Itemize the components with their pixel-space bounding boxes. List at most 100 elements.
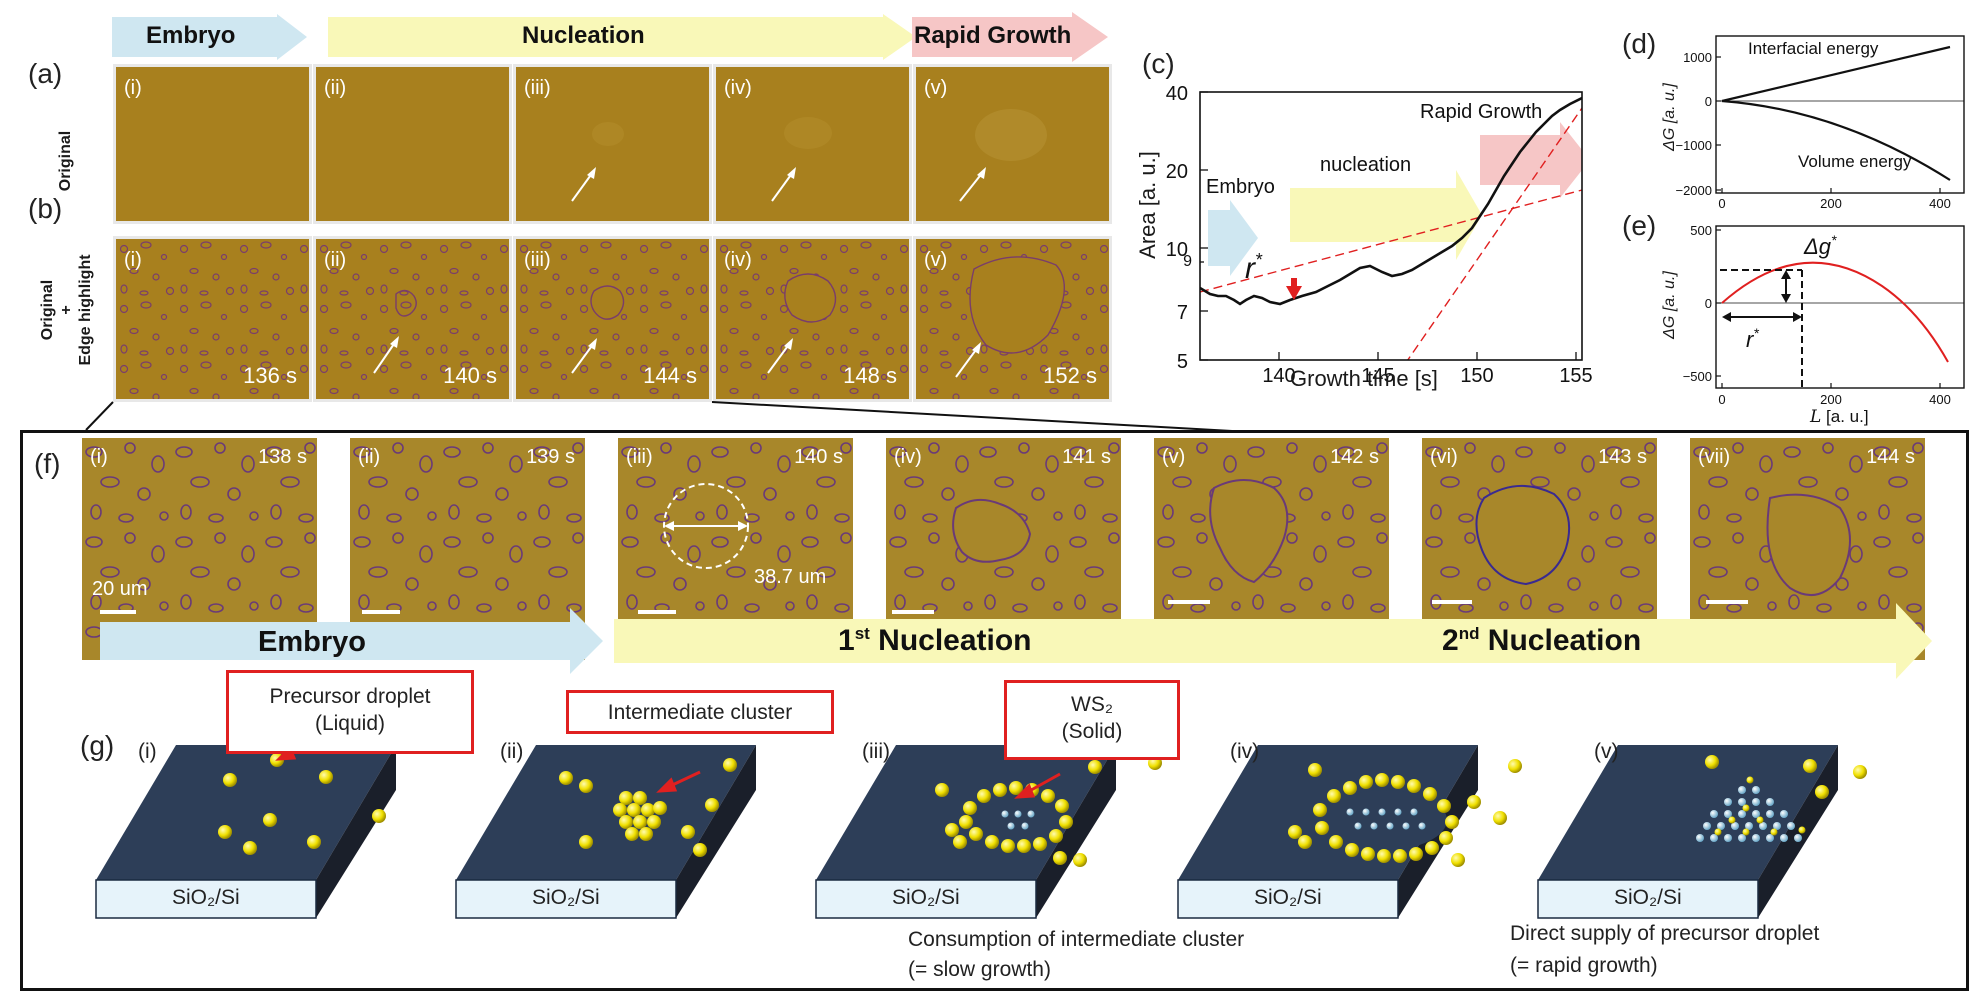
panel-f-frame bbox=[20, 430, 1969, 991]
image-b-iii: (iii) 144 s bbox=[513, 236, 712, 402]
sub-label: (iv) bbox=[724, 249, 752, 271]
sub-label: (i) bbox=[124, 77, 142, 99]
plot-frame bbox=[1199, 91, 1583, 361]
time-label: 142 s bbox=[1330, 446, 1379, 468]
panel-label-g: (g) bbox=[80, 730, 115, 761]
e-ytick-0: 0 bbox=[1705, 296, 1712, 311]
zoom-connector bbox=[85, 401, 1251, 433]
e-xlabel: L [a. u.] bbox=[1809, 407, 1869, 427]
image-a-ii: (ii) bbox=[313, 64, 512, 224]
scale-bar bbox=[362, 610, 400, 614]
scale-bar bbox=[892, 610, 934, 614]
sub-label: (v) bbox=[1162, 446, 1186, 468]
c-label-rapid: Rapid Growth bbox=[1420, 101, 1542, 123]
time-label: 136 s bbox=[243, 363, 297, 388]
callout-line1: Intermediate cluster bbox=[607, 701, 793, 724]
xtick-145: 145 bbox=[1361, 365, 1394, 387]
note-rapid-growth-line1: Direct supply of precursor droplet bbox=[1510, 922, 1820, 945]
g-sub-v: (v) bbox=[1594, 740, 1619, 763]
g-substrate-label-v: SiO₂/Si bbox=[1614, 886, 1682, 909]
sub-label: (v) bbox=[924, 77, 948, 99]
note-slow-growth-line2: (= slow growth) bbox=[908, 958, 1051, 981]
arrow-icon bbox=[571, 122, 624, 202]
d-ytick-1000: 1000 bbox=[1683, 50, 1712, 65]
arrow-icon bbox=[959, 109, 1047, 202]
time-label: 152 s bbox=[1043, 363, 1097, 388]
panel-label-e: (e) bbox=[1622, 210, 1657, 241]
f-label-embryo: Embryo bbox=[258, 626, 366, 658]
sub-label: (v) bbox=[924, 249, 948, 271]
rapid-arrow bbox=[1480, 122, 1582, 198]
panel-label-d: (d) bbox=[1622, 28, 1657, 59]
ytick-10: 10 bbox=[1166, 239, 1188, 261]
sub-label: (iv) bbox=[894, 446, 922, 468]
note-rapid-growth-line2: (= rapid growth) bbox=[1510, 954, 1658, 977]
time-label: 144 s bbox=[1866, 446, 1915, 468]
image-b-iv: (iv) 148 s bbox=[713, 236, 912, 402]
scale-bar bbox=[1432, 600, 1472, 604]
sub-label: (iv) bbox=[724, 77, 752, 99]
ytick-7: 7 bbox=[1177, 302, 1188, 324]
f-label-second-nucleation: 2nd Nucleation bbox=[1442, 624, 1642, 657]
chart-e-svg: Δg* r* 500 0 −500 0 200 400 L [a. u.] bbox=[1683, 223, 1965, 427]
g-substrate-label-ii: SiO₂/Si bbox=[532, 886, 600, 909]
sub-label: (iii) bbox=[524, 249, 551, 271]
ytick-9: 9 bbox=[1183, 253, 1192, 270]
nucleation-arrow bbox=[1290, 170, 1482, 260]
stage-arrow-rapid-growth bbox=[912, 12, 1108, 62]
stage-arrow-embryo bbox=[112, 14, 307, 60]
callout-intermediate-cluster: Intermediate cluster bbox=[566, 690, 834, 734]
sub-label: (ii) bbox=[358, 446, 381, 468]
c-label-embryo: Embryo bbox=[1206, 176, 1275, 198]
time-label: 148 s bbox=[843, 363, 897, 388]
image-b-ii: (ii) 140 s bbox=[313, 236, 512, 402]
crystal-v bbox=[1696, 755, 1867, 842]
e-ytick-500: 500 bbox=[1690, 223, 1712, 238]
xtick-140: 140 bbox=[1262, 365, 1295, 387]
d-ytick-m1000: −1000 bbox=[1675, 138, 1712, 153]
image-b-v: (v) 152 s bbox=[913, 236, 1112, 402]
g-substrate-label-i: SiO₂/Si bbox=[172, 886, 240, 909]
d-xtick-400: 400 bbox=[1929, 196, 1951, 210]
interfacial-curve bbox=[1721, 45, 1951, 103]
time-label: 138 s bbox=[258, 446, 307, 468]
embryo-arrow bbox=[1208, 200, 1258, 276]
time-label: 140 s bbox=[794, 446, 843, 468]
callout-line1: WS₂ bbox=[1071, 693, 1113, 716]
time-label: 141 s bbox=[1062, 446, 1111, 468]
callout-line2: (Solid) bbox=[1061, 720, 1123, 743]
d-bottom-label: Volume energy bbox=[1798, 152, 1912, 171]
stage-label-embryo: Embryo bbox=[146, 22, 236, 49]
scale-bar bbox=[100, 610, 136, 614]
cluster-iv bbox=[1288, 759, 1522, 867]
time-label: 139 s bbox=[526, 446, 575, 468]
g-sub-i: (i) bbox=[138, 740, 157, 763]
image-a-v: (v) bbox=[913, 64, 1112, 224]
chart-c: 5 7 9 10 20 40 140 145 150 155 Growth ti… bbox=[1130, 60, 1605, 400]
plot-frame bbox=[1715, 35, 1965, 194]
d-top-label: Interfacial energy bbox=[1748, 39, 1879, 58]
scale-label: 20 um bbox=[92, 578, 148, 600]
ytick-40: 40 bbox=[1166, 83, 1188, 105]
image-a-iii: (iii) bbox=[513, 64, 712, 224]
e-xtick-400: 400 bbox=[1929, 392, 1951, 407]
volume-curve bbox=[1721, 99, 1951, 181]
ytick-20: 20 bbox=[1166, 161, 1188, 183]
stage-arrow-nucleation bbox=[328, 14, 916, 60]
callout-line2: (Liquid) bbox=[314, 712, 386, 735]
c-label-nucleation: nucleation bbox=[1320, 154, 1411, 176]
g-substrate-label-iv: SiO₂/Si bbox=[1254, 886, 1322, 909]
cluster-iii bbox=[935, 756, 1162, 867]
scale-bar bbox=[1168, 600, 1210, 604]
sub-label: (ii) bbox=[324, 77, 347, 99]
xtick-150: 150 bbox=[1460, 365, 1493, 387]
callout-line1: Precursor droplet bbox=[269, 685, 431, 708]
sub-label: (iii) bbox=[626, 446, 653, 468]
g-substrate-label-iii: SiO₂/Si bbox=[892, 886, 960, 909]
stage-label-rapid-growth: Rapid Growth bbox=[914, 22, 1072, 49]
sub-label: (iii) bbox=[524, 77, 551, 99]
sub-label: (vi) bbox=[1430, 446, 1458, 468]
stage-label-nucleation: Nucleation bbox=[522, 22, 645, 49]
panel-label-a: (a) bbox=[28, 58, 63, 89]
diameter-label: 38.7 um bbox=[754, 566, 827, 588]
